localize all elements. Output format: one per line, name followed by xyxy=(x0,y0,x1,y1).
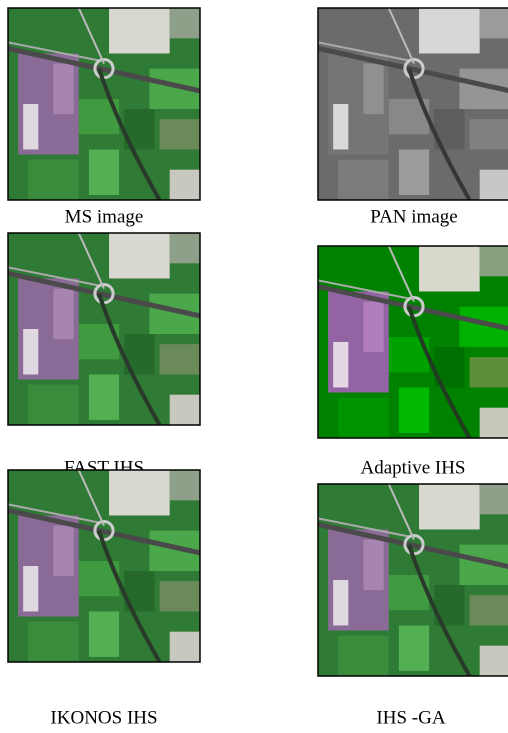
panel-adaptive-ihs: Adaptive IHS xyxy=(317,245,508,478)
caption: IHS -GA xyxy=(376,707,445,728)
caption: Adaptive IHS xyxy=(360,457,465,478)
panel-ms: MS image xyxy=(7,7,201,227)
panel-ikonos-ihs: IKONOS IHS xyxy=(7,469,201,728)
caption: IKONOS IHS xyxy=(50,707,157,728)
panel-pan: PAN image xyxy=(317,7,508,227)
panel-fast-ihs: FAST IHS xyxy=(7,232,201,478)
caption: MS image xyxy=(65,206,144,227)
caption: PAN image xyxy=(370,206,457,227)
panel-ihs-ga: IHS -GA xyxy=(317,483,508,728)
